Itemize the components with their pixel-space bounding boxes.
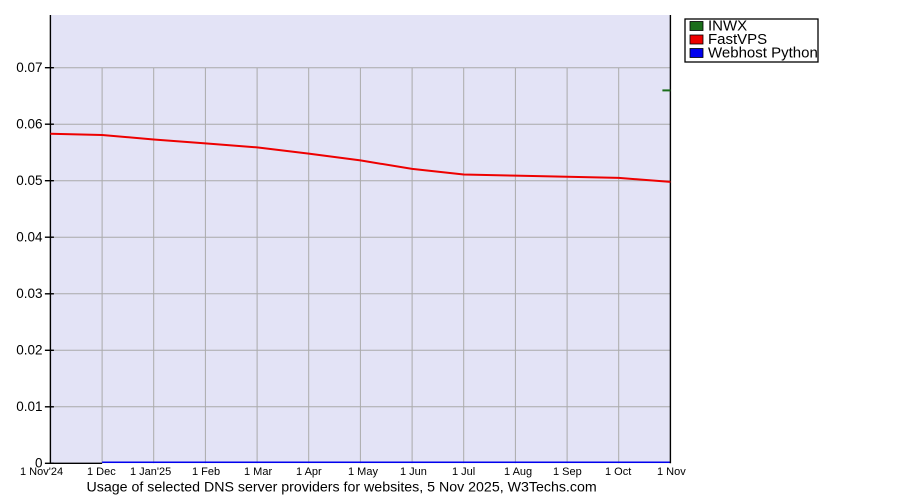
svg-text:1 Sep: 1 Sep bbox=[553, 466, 582, 478]
svg-text:0.02: 0.02 bbox=[16, 343, 42, 358]
svg-text:1 Apr: 1 Apr bbox=[296, 466, 322, 478]
svg-text:Usage of selected DNS server p: Usage of selected DNS server providers f… bbox=[87, 480, 597, 496]
svg-text:1 Dec: 1 Dec bbox=[87, 466, 116, 478]
svg-text:1 Nov'24: 1 Nov'24 bbox=[20, 466, 63, 478]
svg-text:0.01: 0.01 bbox=[16, 399, 42, 414]
svg-text:1 Jun: 1 Jun bbox=[400, 466, 427, 478]
svg-text:1 Oct: 1 Oct bbox=[605, 466, 631, 478]
svg-text:1 May: 1 May bbox=[348, 466, 378, 478]
svg-text:0.05: 0.05 bbox=[16, 173, 42, 188]
svg-text:0.06: 0.06 bbox=[16, 117, 42, 132]
svg-text:1 Nov: 1 Nov bbox=[657, 466, 686, 478]
svg-text:Webhost Python: Webhost Python bbox=[708, 45, 818, 62]
svg-text:1 Aug: 1 Aug bbox=[504, 466, 532, 478]
svg-text:0.03: 0.03 bbox=[16, 286, 42, 301]
svg-text:0.04: 0.04 bbox=[16, 230, 43, 245]
svg-text:1 Jul: 1 Jul bbox=[452, 466, 475, 478]
svg-text:1 Feb: 1 Feb bbox=[192, 466, 220, 478]
svg-text:1 Jan'25: 1 Jan'25 bbox=[130, 466, 171, 478]
svg-text:1 Mar: 1 Mar bbox=[244, 466, 272, 478]
svg-text:0.07: 0.07 bbox=[16, 60, 42, 75]
